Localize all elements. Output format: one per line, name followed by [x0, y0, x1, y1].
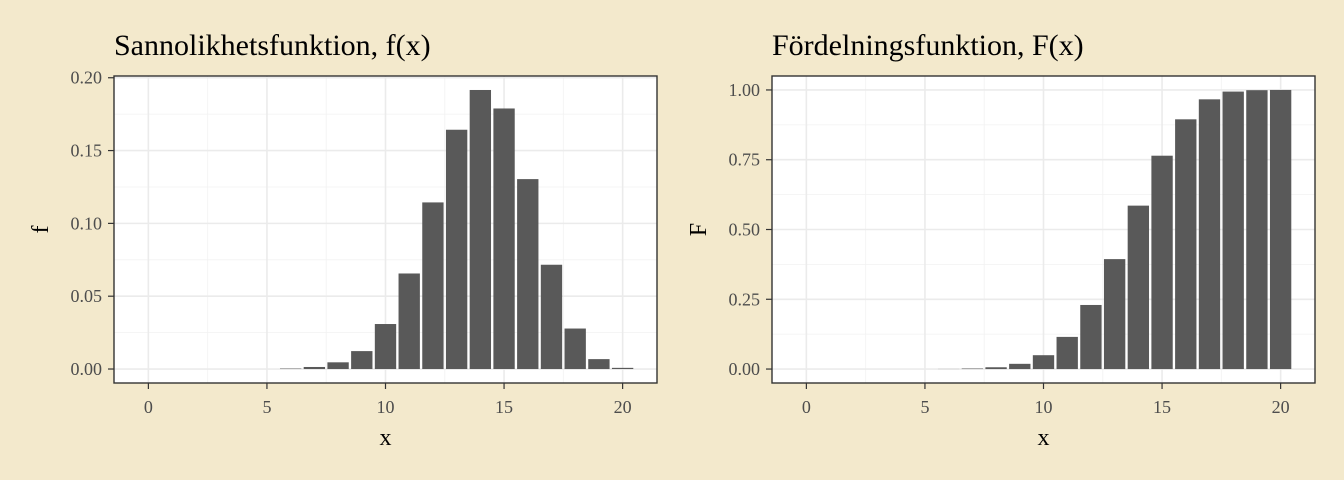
- bar-x-11: [398, 273, 420, 370]
- chart-probability-function: 0 5 10 15 20 0.00 0.05 0.10 0.15 0.20 Sannolikhets…: [28, 29, 658, 451]
- bar-x-10: [1032, 355, 1055, 370]
- bar-x-12: [422, 202, 444, 370]
- x-tick-label: 10: [377, 397, 395, 417]
- y-tick-label: 0.00: [71, 359, 103, 379]
- bar-x-14: [469, 89, 492, 370]
- x-tick-label: 5: [262, 397, 271, 417]
- bar-x-11: [1056, 336, 1078, 370]
- bar-x-9: [351, 351, 373, 370]
- x-tick-label: 10: [1035, 397, 1053, 417]
- y-tick-label: 0.25: [729, 289, 761, 309]
- bar-x-10: [374, 324, 397, 370]
- y-tick-label: 0.15: [71, 141, 103, 161]
- y-tick-label: 1.00: [729, 80, 761, 100]
- y-tick-label: 0.10: [71, 213, 103, 233]
- bar-x-8: [327, 362, 349, 370]
- x-axis-title: x: [1038, 425, 1050, 451]
- y-tick-label: 0.50: [729, 220, 761, 240]
- bar-x-16: [1175, 119, 1197, 370]
- bar-x-17: [1198, 99, 1221, 370]
- bar-x-15: [1151, 155, 1173, 370]
- bar-x-18: [564, 328, 586, 370]
- bar-x-14: [1127, 205, 1150, 370]
- x-tick-label: 15: [1153, 397, 1171, 417]
- bar-x-8: [985, 367, 1007, 370]
- bar-x-12: [1080, 304, 1102, 370]
- y-tick-label: 0.75: [729, 150, 761, 170]
- bar-x-18: [1222, 91, 1244, 370]
- x-tick-label: 0: [802, 397, 811, 417]
- x-tick-label: 0: [144, 397, 153, 417]
- x-tick-label: 20: [614, 397, 632, 417]
- chart-title: Fördelningsfunktion, F(x): [772, 29, 1084, 62]
- bar-x-17: [540, 264, 563, 370]
- chart-distribution-function: 0 5 10 15 20 0.00 0.25 0.50 0.75 1.00 Fördelningsf…: [686, 29, 1316, 451]
- y-axis-title: f: [28, 226, 54, 234]
- bar-x-9: [1009, 363, 1031, 370]
- y-tick-label: 0.00: [729, 359, 761, 379]
- bar-x-13: [445, 129, 468, 370]
- x-tick-label: 20: [1272, 397, 1290, 417]
- bar-x-16: [517, 179, 539, 370]
- bar-x-13: [1103, 259, 1126, 370]
- bar-x-20: [611, 367, 634, 370]
- x-tick-label: 15: [495, 397, 513, 417]
- bar-x-20: [1269, 89, 1292, 370]
- bar-x-7: [961, 368, 984, 370]
- bar-x-19: [1246, 90, 1268, 370]
- y-tick-label: 0.05: [71, 286, 103, 306]
- bar-x-15: [493, 108, 515, 370]
- chart-title: Sannolikhetsfunktion, f(x): [114, 29, 431, 62]
- bar-x-7: [303, 366, 326, 370]
- x-tick-label: 5: [920, 397, 929, 417]
- x-axis-title: x: [380, 425, 392, 451]
- y-tick-label: 0.20: [71, 68, 103, 88]
- bar-x-19: [588, 359, 610, 370]
- y-axis-title: F: [686, 223, 712, 236]
